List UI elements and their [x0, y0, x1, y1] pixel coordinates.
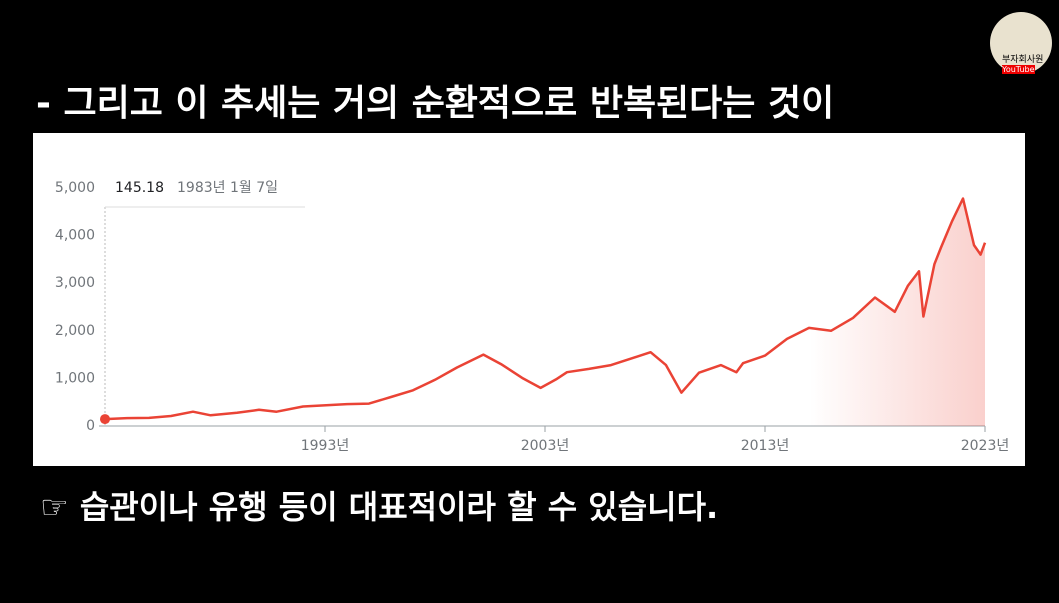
- heading: - 그리고 이 추세는 거의 순환적으로 반복된다는 것이: [36, 83, 835, 124]
- x-tick-label: 2003년: [521, 438, 570, 454]
- channel-name: 부자회사원: [1002, 55, 1044, 65]
- y-tick-label: 5,000: [55, 180, 95, 196]
- tooltip-date: 1983년 1월 7일: [177, 180, 278, 196]
- hover-point: [100, 414, 110, 425]
- y-tick-label: 1,000: [55, 370, 95, 386]
- chart: 0 1,000 2,000 3,000 4,000 5,000 1993년 2003년 2013…: [33, 133, 1025, 466]
- channel-logo: 부자회사원 YouTube: [990, 12, 1052, 74]
- x-tick-label: 2023년: [961, 438, 1010, 454]
- platform: YouTube: [1002, 65, 1035, 74]
- y-tick-label: 3,000: [55, 275, 95, 291]
- y-tick-label: 2,000: [55, 323, 95, 339]
- area: [105, 198, 985, 426]
- tooltip-value: 145.18: [115, 180, 164, 196]
- y-tick-label: 4,000: [55, 228, 95, 244]
- line: [104, 197, 987, 421]
- x-tick-label: 2013년: [741, 438, 790, 454]
- caption: ☞ 습관이나 유행 등이 대표적이라 할 수 있습니다.: [40, 488, 719, 526]
- x-tick-label: 1993년: [301, 438, 350, 454]
- y-tick-label: 0: [86, 418, 95, 434]
